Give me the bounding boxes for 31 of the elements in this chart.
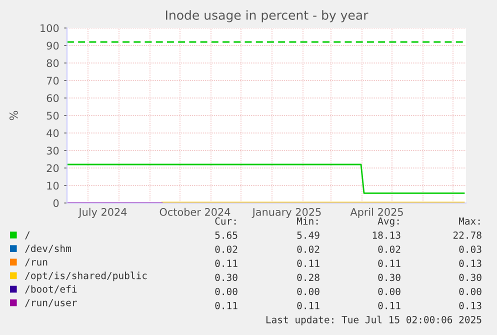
text: 0.30 0.28 0.30 0.30: [215, 274, 482, 282]
text: 0.11 0.11 0.11 0.13: [215, 260, 482, 268]
legend-label: /run/user: [25, 299, 77, 308]
y-tick-label: 80: [46, 59, 59, 68]
y-tick-label: 0: [53, 199, 59, 208]
y-tick-label: 70: [46, 76, 59, 85]
text: 0.11 0.11 0.11 0.13: [215, 302, 482, 310]
legend-label: /: [25, 231, 30, 240]
y-tick-label: 50: [46, 112, 59, 120]
x-tick-label: October 2024: [160, 208, 230, 216]
text: 0.02 0.02 0.02 0.03: [215, 246, 482, 253]
y-tick-label: 30: [46, 146, 59, 155]
x-tick-label: January 2025: [252, 208, 321, 218]
y-tick-label: 90: [46, 42, 59, 50]
legend-label: /opt/is/shared/public: [25, 272, 147, 282]
y-tick-label: 10: [47, 182, 59, 190]
x-tick-label: July 2024: [78, 208, 127, 218]
text: 5.65 5.49 18.13 22.78: [215, 231, 482, 239]
y-tick-label: 40: [46, 129, 59, 138]
y-axis-title: %: [9, 110, 18, 120]
y-tick-label: 20: [46, 164, 59, 172]
legend-label: /dev/shm: [25, 244, 71, 253]
legend-label: /boot/efi: [25, 285, 77, 294]
y-tick-label: 60: [46, 94, 59, 102]
y-tick-label: 100: [40, 24, 59, 32]
text: Last update: Tue Jul 15 02:00:06 2025: [266, 316, 482, 326]
chart-title: Inode usage in percent - by year: [166, 10, 368, 22]
text: 0.00 0.00 0.00 0.00: [215, 288, 482, 296]
legend-label: /run: [25, 258, 48, 266]
x-tick-label: April 2025: [350, 208, 403, 218]
text: Cur: Min: Avg: Max:: [215, 217, 480, 227]
